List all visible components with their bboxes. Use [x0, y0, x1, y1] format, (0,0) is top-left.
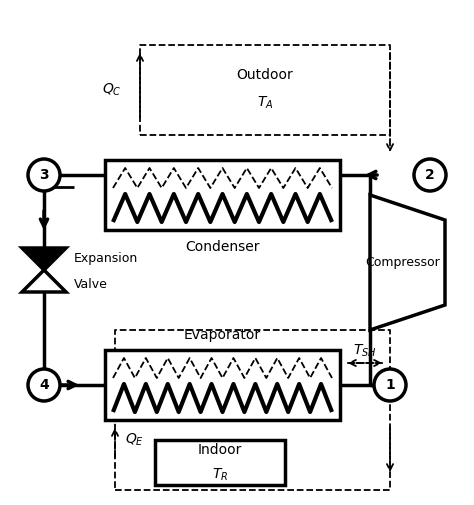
- Text: Expansion: Expansion: [74, 252, 138, 265]
- Text: $T_R$: $T_R$: [212, 467, 228, 483]
- Text: Compressor: Compressor: [365, 256, 440, 269]
- Circle shape: [374, 369, 406, 401]
- Text: 2: 2: [425, 168, 435, 182]
- Text: 1: 1: [385, 378, 395, 392]
- Polygon shape: [370, 195, 445, 330]
- Text: Condenser: Condenser: [185, 240, 260, 254]
- Text: Indoor: Indoor: [198, 442, 242, 457]
- Polygon shape: [22, 270, 66, 292]
- Circle shape: [28, 159, 60, 191]
- Bar: [105, 350, 340, 420]
- Bar: [155, 440, 285, 485]
- Circle shape: [414, 159, 446, 191]
- Circle shape: [28, 369, 60, 401]
- Text: Evaporator: Evaporator: [184, 328, 261, 342]
- Text: $Q_E$: $Q_E$: [125, 432, 144, 448]
- Text: Valve: Valve: [74, 278, 108, 291]
- Text: $Q_C$: $Q_C$: [102, 82, 122, 98]
- Text: 3: 3: [39, 168, 49, 182]
- Bar: [105, 160, 340, 230]
- Polygon shape: [22, 248, 66, 270]
- Text: Outdoor: Outdoor: [237, 68, 293, 82]
- Text: $T_A$: $T_A$: [257, 95, 273, 112]
- Text: $T_{SH}$: $T_{SH}$: [353, 342, 377, 359]
- Text: 4: 4: [39, 378, 49, 392]
